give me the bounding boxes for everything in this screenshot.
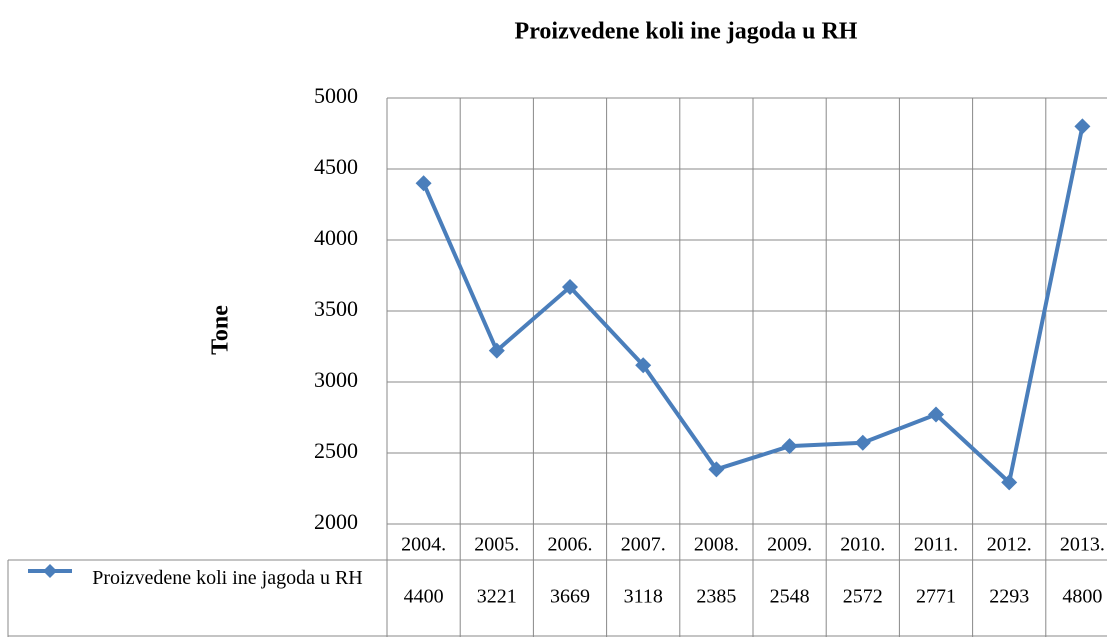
- chart-title: Proizvedene koli ine jagoda u RH: [515, 19, 858, 45]
- y-tick-label: 2500: [314, 438, 358, 463]
- table-value: 2771: [916, 586, 956, 608]
- table-value: 3669: [550, 586, 590, 608]
- marker: [1074, 118, 1091, 135]
- marker: [488, 342, 505, 359]
- series-line: [421, 125, 1085, 485]
- table-value: 2293: [989, 586, 1029, 608]
- y-tick-label: 3000: [314, 367, 358, 392]
- y-tick-label: 4500: [314, 154, 358, 179]
- marker: [781, 438, 798, 455]
- marker: [562, 279, 578, 296]
- table-value: 2548: [770, 586, 810, 608]
- y-tick-label: 4000: [314, 225, 358, 250]
- x-tick-label: 2005.: [474, 534, 519, 556]
- x-tick-label: 2007.: [621, 534, 666, 556]
- x-tick-label: 2011.: [914, 534, 958, 556]
- marker: [635, 357, 652, 374]
- legend-label: Proizvedene koli ine jagoda u RH: [92, 567, 363, 589]
- y-tick-label: 2000: [314, 509, 358, 534]
- y-tick-label: 5000: [314, 83, 358, 108]
- table-value: 3221: [477, 586, 517, 608]
- x-tick-label: 2008.: [694, 534, 739, 556]
- legend-marker: [43, 564, 57, 578]
- table-value: 4800: [1062, 586, 1102, 608]
- x-tick-label: 2010.: [840, 534, 885, 556]
- table-value: 2572: [843, 586, 883, 608]
- x-tick-label: 2013.: [1060, 534, 1105, 556]
- marker: [415, 175, 432, 192]
- marker: [928, 406, 944, 423]
- table-value: 3118: [624, 586, 663, 608]
- table-value: 4400: [404, 586, 444, 608]
- table-value: 2385: [696, 586, 736, 608]
- marker: [854, 434, 871, 451]
- y-tick-label: 3500: [314, 296, 358, 321]
- x-tick-label: 2009.: [767, 534, 812, 556]
- x-tick-label: 2004.: [401, 534, 446, 556]
- x-tick-label: 2012.: [987, 534, 1032, 556]
- marker: [1001, 474, 1018, 491]
- marker: [708, 461, 725, 478]
- y-axis-label: Tone: [208, 305, 234, 355]
- x-tick-label: 2006.: [548, 534, 593, 556]
